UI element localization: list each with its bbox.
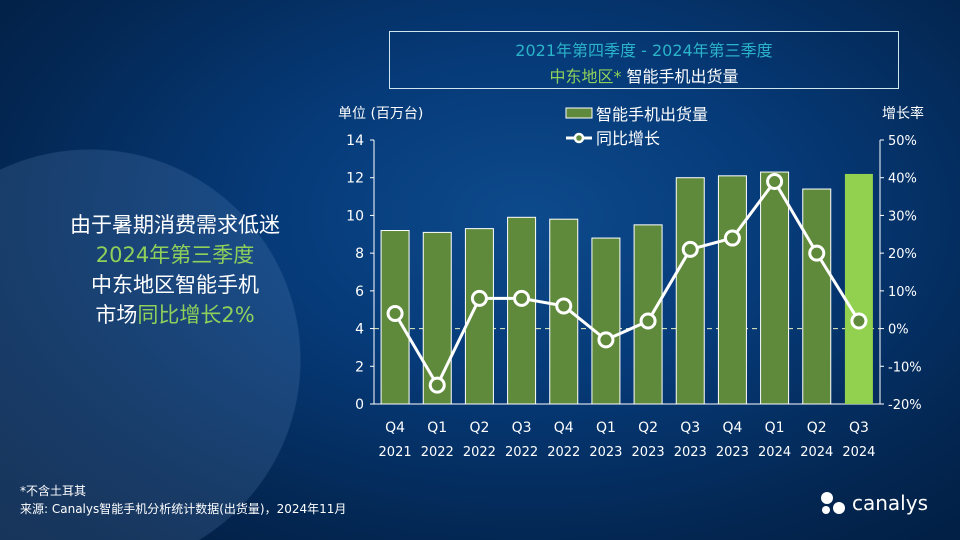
- y-tick-label: 4: [355, 322, 364, 338]
- legend-swatch-bar: [565, 107, 593, 119]
- y2-axis-label: 增长率: [882, 105, 924, 122]
- growth-point: [681, 240, 699, 258]
- x-tick-label-quarter: Q4: [385, 420, 405, 436]
- x-tick-label-quarter: Q3: [849, 420, 869, 436]
- x-tick-label-year: 2023: [716, 445, 749, 460]
- chart-title-box: 2021年第四季度 - 2024年第三季度 中东地区* 智能手机出货量: [389, 31, 899, 89]
- x-tick-label-year: 2024: [842, 445, 875, 460]
- y2-tick-label: 20%: [888, 247, 917, 262]
- growth-point: [723, 229, 741, 247]
- legend-swatch-point: [573, 132, 585, 144]
- legend-label-line: 同比增长: [596, 129, 660, 148]
- y2-tick-label: 50%: [888, 134, 917, 149]
- x-tick-label-quarter: Q4: [722, 420, 742, 436]
- bar: [675, 177, 705, 405]
- x-tick-label-year: 2022: [505, 445, 538, 460]
- x-tick-label-year: 2023: [674, 445, 707, 460]
- legend-label-bar: 智能手机出货量: [596, 105, 708, 124]
- growth-point: [428, 376, 446, 394]
- headline-line: 2024年第三季度: [95, 243, 255, 267]
- bar: [760, 171, 790, 405]
- y2-tick-label: 0%: [888, 323, 909, 338]
- bar: [844, 173, 873, 404]
- canalys-logo: canalys: [818, 490, 948, 516]
- x-tick-label-year: 2024: [758, 445, 791, 460]
- y-tick-label: 14: [346, 133, 364, 149]
- growth-point: [808, 244, 826, 262]
- y2-tick-label: 10%: [888, 285, 917, 300]
- growth-point: [513, 289, 531, 307]
- growth-point: [766, 172, 784, 190]
- x-tick-label-quarter: Q4: [554, 420, 574, 436]
- growth-line: [393, 178, 861, 389]
- x-tick-label-quarter: Q2: [469, 420, 489, 436]
- logo-text: canalys: [852, 491, 928, 515]
- growth-point: [850, 312, 868, 330]
- chart-title-main: 中东地区* 智能手机出货量: [390, 63, 898, 87]
- bar: [802, 188, 832, 405]
- x-tick-label-year: 2021: [379, 445, 412, 460]
- headline-line: 中东地区智能手机: [91, 273, 259, 297]
- growth-point: [597, 331, 615, 349]
- bar: [591, 237, 621, 405]
- x-tick-label-year: 2022: [547, 445, 580, 460]
- x-tick-label-year: 2022: [421, 445, 454, 460]
- x-tick-label-quarter: Q1: [596, 420, 616, 436]
- headline-highlight: 同比增长2%: [137, 303, 255, 327]
- x-tick-label-quarter: Q1: [765, 420, 785, 436]
- chart-title-period: 2021年第四季度 - 2024年第三季度: [515, 41, 773, 60]
- x-tick-label-year: 2024: [800, 445, 833, 460]
- bar: [507, 216, 537, 405]
- canalys-logo-icon: [821, 492, 845, 514]
- y2-tick-label: 40%: [888, 172, 917, 187]
- x-tick-label-quarter: Q3: [512, 420, 532, 436]
- y-tick-label: 8: [355, 246, 364, 262]
- growth-point: [555, 297, 573, 315]
- footnote: *不含土耳其: [20, 484, 87, 498]
- y2-tick-label: 30%: [888, 209, 917, 224]
- headline-line: 市场同比增长2%: [30, 300, 320, 330]
- y-tick-label: 6: [355, 284, 364, 300]
- headline-text: 市场: [95, 303, 138, 327]
- title-metric: 智能手机出货量: [626, 67, 739, 86]
- bar: [717, 175, 747, 405]
- growth-point: [470, 289, 488, 307]
- source-note: 来源: Canalys智能手机分析统计数据(出货量)，2024年11月: [20, 502, 347, 516]
- y-tick-label: 2: [355, 359, 364, 375]
- y-tick-label: 12: [346, 171, 364, 187]
- y-tick-label: 0: [355, 397, 364, 413]
- y-axis-label: 单位 (百万台): [338, 106, 423, 122]
- y2-tick-label: -20%: [888, 398, 922, 413]
- x-tick-label-year: 2023: [632, 445, 665, 460]
- headline-line: 由于暑期消费需求低迷: [70, 213, 280, 237]
- growth-point: [639, 312, 657, 330]
- x-tick-label-quarter: Q3: [680, 420, 700, 436]
- headline: 由于暑期消费需求低迷 2024年第三季度 中东地区智能手机 市场同比增长2%: [30, 210, 320, 330]
- x-tick-label-quarter: Q2: [807, 420, 827, 436]
- x-tick-label-quarter: Q2: [638, 420, 658, 436]
- title-region: 中东地区*: [549, 67, 622, 86]
- y-tick-label: 10: [346, 208, 364, 224]
- bar: [422, 231, 452, 405]
- x-tick-label-year: 2022: [463, 445, 496, 460]
- x-tick-label-year: 2023: [589, 445, 622, 460]
- growth-point: [386, 304, 404, 322]
- x-tick-label-quarter: Q1: [427, 420, 447, 436]
- y2-tick-label: -10%: [888, 360, 922, 375]
